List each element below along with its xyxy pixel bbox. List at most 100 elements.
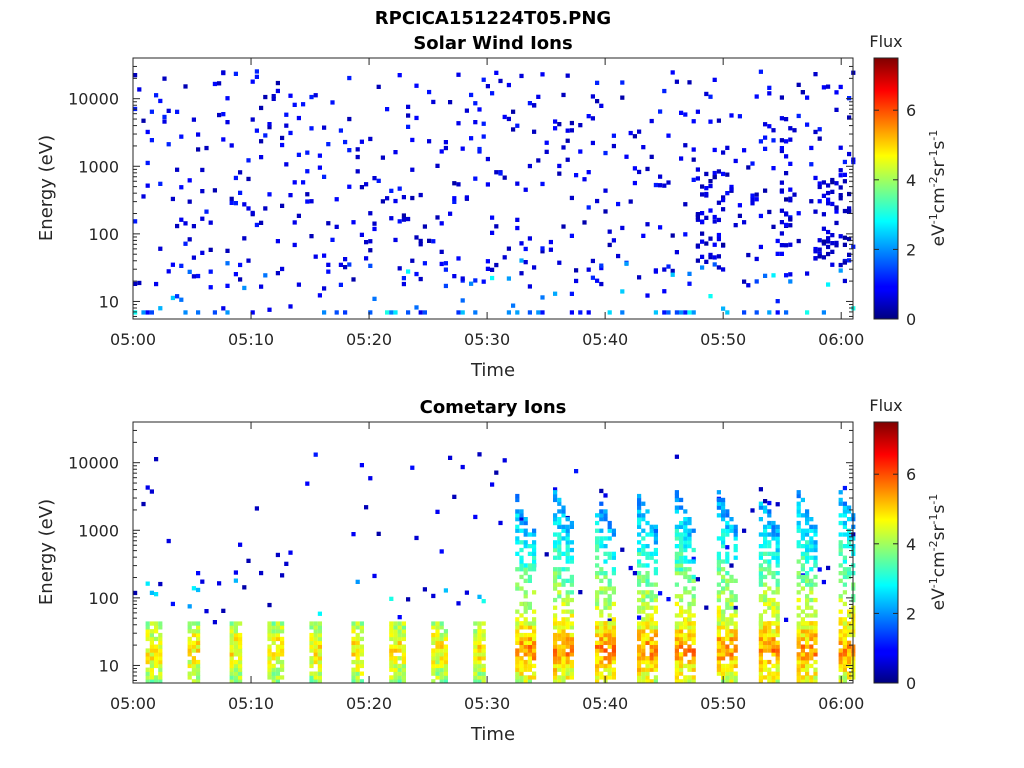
flux-cell bbox=[666, 264, 671, 269]
flux-cell bbox=[809, 567, 814, 572]
flux-cell bbox=[641, 621, 646, 626]
flux-cell bbox=[191, 671, 196, 676]
flux-cell bbox=[691, 667, 696, 672]
flux-cell bbox=[229, 656, 234, 661]
flux-cell bbox=[267, 625, 272, 630]
flux-cell bbox=[800, 625, 805, 630]
flux-cell bbox=[191, 224, 196, 229]
flux-cell bbox=[435, 632, 440, 638]
flux-cell bbox=[687, 281, 692, 286]
flux-cell bbox=[532, 103, 537, 108]
flux-cell bbox=[158, 652, 163, 657]
flux-cell bbox=[838, 551, 843, 556]
y-tick-label: 10000 bbox=[68, 454, 119, 473]
flux-cell bbox=[725, 578, 730, 583]
flux-cell bbox=[485, 156, 490, 162]
flux-cell bbox=[645, 663, 650, 669]
flux-cell bbox=[826, 251, 831, 257]
flux-cell bbox=[826, 244, 831, 250]
flux-cell bbox=[800, 609, 805, 614]
flux-cell bbox=[683, 202, 688, 207]
flux-cell bbox=[603, 586, 608, 591]
flux-cell bbox=[725, 605, 730, 610]
flux-cell bbox=[242, 285, 247, 291]
flux-cell bbox=[309, 636, 314, 642]
flux-cell bbox=[271, 656, 276, 661]
flux-cell bbox=[443, 671, 448, 676]
flux-cell bbox=[758, 625, 763, 630]
flux-cell bbox=[733, 158, 738, 164]
flux-cell bbox=[674, 582, 679, 587]
flux-cell bbox=[523, 663, 528, 669]
flux-cell bbox=[767, 571, 772, 576]
flux-cell bbox=[154, 93, 159, 98]
flux-cell bbox=[187, 636, 192, 642]
flux-cell bbox=[154, 457, 159, 462]
flux-cell bbox=[847, 509, 852, 514]
flux-cell bbox=[561, 509, 566, 514]
flux-cell bbox=[561, 632, 566, 638]
flux-cell bbox=[313, 625, 318, 630]
flux-cell bbox=[284, 123, 289, 128]
flux-cell bbox=[754, 197, 759, 202]
flux-cell bbox=[809, 517, 814, 522]
flux-cell bbox=[725, 513, 730, 518]
flux-cell bbox=[393, 663, 398, 669]
flux-cell bbox=[599, 281, 604, 287]
flux-cell bbox=[775, 578, 780, 583]
flux-cell bbox=[805, 640, 810, 645]
flux-cell bbox=[716, 200, 721, 205]
flux-cell bbox=[322, 174, 327, 179]
flux-cell bbox=[527, 659, 532, 665]
flux-cell bbox=[700, 254, 705, 259]
flux-cell bbox=[712, 262, 717, 267]
flux-cell bbox=[502, 255, 507, 260]
flux-cell bbox=[431, 671, 436, 676]
flux-cell bbox=[271, 96, 276, 101]
flux-cell bbox=[645, 578, 650, 583]
flux-cell bbox=[611, 133, 616, 138]
flux-cell bbox=[431, 636, 436, 642]
flux-cell bbox=[763, 640, 768, 645]
flux-cell bbox=[338, 262, 343, 267]
flux-cell bbox=[494, 170, 499, 175]
flux-cell bbox=[280, 644, 285, 649]
flux-cell bbox=[317, 636, 322, 642]
flux-cell bbox=[716, 590, 721, 595]
flux-cell bbox=[716, 617, 721, 622]
flux-cell bbox=[414, 235, 419, 240]
flux-cell bbox=[788, 126, 793, 131]
flux-cell bbox=[641, 675, 646, 680]
flux-cell bbox=[733, 532, 738, 537]
flux-cell bbox=[414, 305, 419, 310]
flux-cell bbox=[481, 121, 486, 126]
flux-cell bbox=[733, 636, 738, 642]
flux-cell bbox=[842, 679, 847, 684]
x-tick-label: 05:30 bbox=[464, 694, 510, 713]
flux-cell bbox=[670, 70, 675, 75]
flux-cell bbox=[569, 613, 574, 618]
flux-cell bbox=[708, 252, 713, 258]
flux-cell bbox=[645, 613, 650, 618]
flux-cell bbox=[565, 601, 570, 607]
flux-cell bbox=[565, 632, 570, 638]
flux-cell bbox=[473, 648, 478, 653]
flux-cell bbox=[561, 621, 566, 626]
flux-cell bbox=[708, 183, 713, 189]
flux-cell bbox=[716, 563, 721, 568]
flux-cell bbox=[809, 632, 814, 638]
flux-cell bbox=[813, 652, 818, 657]
flux-cell bbox=[464, 590, 469, 595]
flux-cell bbox=[569, 632, 574, 638]
flux-cell bbox=[233, 636, 238, 642]
flux-cell bbox=[259, 139, 264, 144]
flux-cell bbox=[561, 528, 566, 533]
flux-cell bbox=[397, 632, 402, 638]
flux-cell bbox=[313, 656, 318, 661]
flux-cell bbox=[595, 605, 600, 610]
flux-cell bbox=[805, 656, 810, 661]
flux-cell bbox=[805, 555, 810, 560]
flux-cell bbox=[397, 219, 402, 224]
flux-cell bbox=[569, 625, 574, 630]
flux-cell bbox=[271, 629, 276, 634]
